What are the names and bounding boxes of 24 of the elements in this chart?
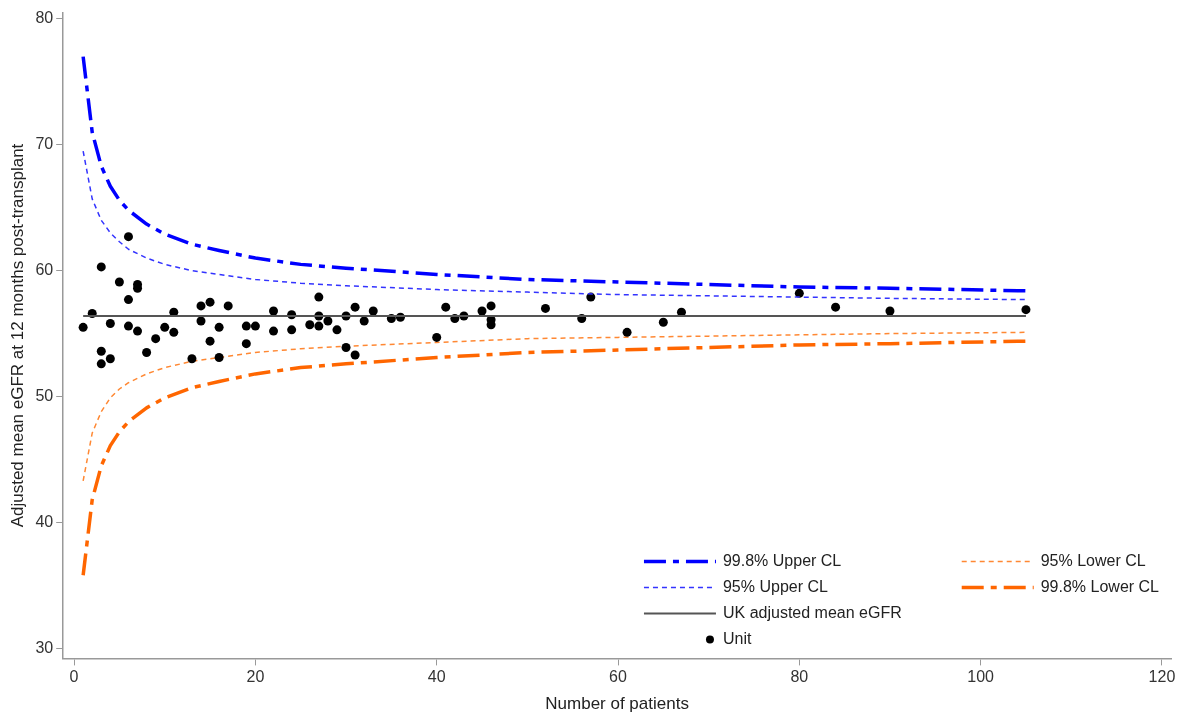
legend-label: 99.8% Upper CL [722,551,842,569]
y-tick-label: 60 [35,261,54,279]
x-tick-label: 0 [69,668,79,686]
legend-label: UK adjusted mean eGFR [722,603,902,621]
y-tick-label: 50 [35,386,54,404]
y-axis-title: Adjusted mean eGFR at 12 months post-transplant [7,143,27,528]
x-tick-label: 120 [1148,668,1176,686]
legend-label: 95% Lower CL [1040,551,1146,569]
legend-label: Unit [722,629,752,647]
line-series [82,150,1027,301]
y-tick-label: 40 [35,512,54,530]
legend-label: 99.8% Lower CL [1040,577,1160,595]
legend-label: 95% Upper CL [722,577,829,595]
x-tick-label: 100 [967,668,995,686]
x-tick-label: 40 [427,668,446,686]
x-tick-label: 60 [609,668,628,686]
x-axis-title: Number of patients [545,694,689,714]
line-series [82,331,1027,482]
x-tick-label: 80 [790,668,809,686]
x-tick-label: 20 [246,668,265,686]
y-tick-label: 80 [35,9,54,27]
line-series [81,339,1028,578]
y-tick-label: 70 [35,135,54,153]
y-tick-label: 30 [35,638,54,656]
